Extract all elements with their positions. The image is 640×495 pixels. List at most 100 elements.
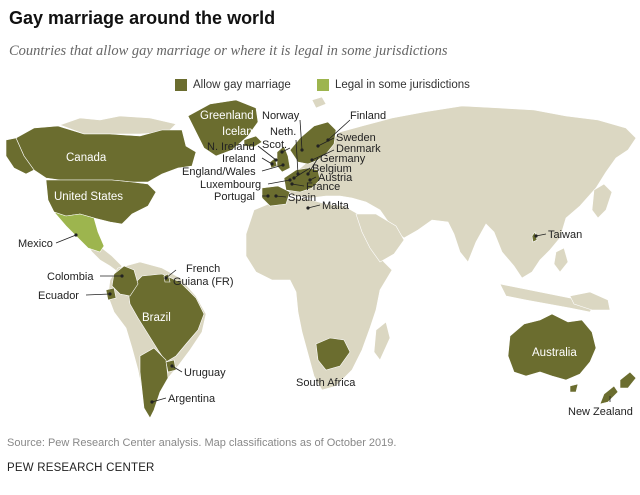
dot-norway	[300, 148, 304, 152]
dot-netherlands	[296, 172, 300, 176]
region-scandinavia	[289, 121, 337, 165]
label-spain: Spain	[288, 192, 316, 204]
leader-argentina	[151, 397, 167, 403]
land-new-guinea	[569, 291, 611, 311]
legend-label-partial: Legal in some jurisdictions	[335, 79, 470, 91]
label-mexico: Mexico	[18, 238, 53, 250]
dot-mexico	[74, 233, 78, 237]
region-new-zealand-south	[599, 385, 619, 405]
leader-france	[291, 183, 305, 187]
label-norway: Norway	[262, 110, 300, 122]
leader-netherlands	[295, 139, 299, 175]
label-finland: Finland	[350, 110, 386, 122]
dot-england	[281, 163, 285, 167]
countries-allow	[5, 99, 637, 419]
leader-finland	[327, 119, 351, 141]
label-france: France	[306, 181, 340, 193]
label-malta: Malta	[322, 200, 350, 212]
leader-uruguay	[171, 365, 183, 373]
legend-label-allow: Allow gay marriage	[193, 79, 291, 91]
region-canada	[15, 125, 197, 183]
region-new-zealand-north	[619, 371, 637, 389]
region-taiwan	[531, 231, 538, 243]
region-south-africa	[315, 337, 351, 371]
leader-spain	[275, 195, 287, 198]
dot-scotland	[280, 150, 284, 154]
dot-france	[290, 182, 294, 186]
leader-malta	[307, 204, 321, 209]
land-madagascar	[373, 321, 391, 361]
label-united-states: United States	[54, 191, 123, 203]
label-belgium: Belgium	[312, 163, 352, 175]
label-austria: Austria	[318, 172, 353, 184]
dot-belgium	[292, 176, 296, 180]
region-argentina	[139, 347, 169, 419]
dot-portugal	[266, 194, 270, 198]
label-australia: Australia	[532, 347, 577, 359]
leader-ireland	[261, 157, 273, 165]
label-argentina: Argentina	[168, 393, 216, 405]
land-africa	[245, 197, 393, 391]
label-luxembourg: Luxembourg	[200, 179, 261, 191]
label-french-guiana-1: French	[186, 263, 220, 275]
dot-uruguay	[170, 364, 174, 368]
dot-germany	[306, 172, 310, 176]
countries-partial	[53, 211, 105, 253]
region-iceland	[243, 135, 263, 148]
label-french-guiana-2: Guiana (FR)	[173, 276, 234, 288]
dot-ireland	[270, 162, 274, 166]
legend-item-allow: Allow gay marriage	[175, 78, 291, 92]
label-sweden: Sweden	[336, 132, 376, 144]
dot-argentina	[150, 400, 154, 404]
dot-taiwan	[534, 234, 538, 238]
label-denmark: Denmark	[336, 143, 381, 155]
dot-spain	[274, 194, 278, 198]
label-ireland: Ireland	[222, 153, 256, 165]
land-japan	[591, 183, 613, 219]
credit-line: PEW RESEARCH CENTER	[7, 462, 155, 474]
leader-germany	[307, 157, 319, 175]
region-mexico	[53, 211, 105, 253]
label-taiwan: Taiwan	[548, 229, 582, 241]
label-new-zealand: New Zealand	[568, 406, 633, 418]
dot-n-ireland	[274, 158, 278, 162]
leader-england	[261, 164, 284, 172]
region-greenland	[187, 99, 259, 157]
region-australia	[507, 313, 597, 381]
leader-n-ireland	[257, 145, 277, 161]
leader-norway	[299, 119, 303, 151]
leader-taiwan	[535, 233, 547, 237]
label-ecuador: Ecuador	[38, 290, 79, 302]
dot-colombia	[120, 274, 124, 278]
label-uruguay: Uruguay	[184, 367, 226, 379]
figure-subtitle: Countries that allow gay marriage or whe…	[9, 43, 448, 59]
dot-sweden	[316, 144, 320, 148]
label-canada: Canada	[66, 152, 107, 164]
figure-title: Gay marriage around the world	[9, 8, 276, 28]
land-philippines	[553, 247, 569, 273]
leader-luxembourg	[267, 179, 291, 185]
label-netherlands: Neth.	[270, 126, 296, 138]
land-svalbard	[311, 96, 327, 109]
label-n-ireland: N. Ireland	[207, 141, 255, 153]
leader-french-guiana	[165, 269, 177, 279]
label-colombia: Colombia	[47, 271, 94, 283]
label-scotland: Scot.	[262, 139, 287, 151]
leader-sweden	[317, 137, 335, 147]
region-alaska	[5, 137, 35, 175]
legend-swatch-partial	[317, 79, 329, 91]
region-colombia	[111, 265, 139, 297]
label-germany: Germany	[320, 153, 366, 165]
leader-denmark	[311, 149, 335, 161]
dot-austria	[308, 178, 312, 182]
dot-french-guiana	[164, 276, 168, 280]
label-greenland: Greenland	[200, 110, 254, 122]
leader-mexico	[55, 234, 77, 244]
label-iceland: Iceland	[222, 126, 259, 138]
legend-item-partial: Legal in some jurisdictions	[317, 78, 470, 92]
label-portugal: Portugal	[214, 191, 255, 203]
dot-ecuador	[108, 292, 112, 296]
dot-luxembourg	[288, 178, 292, 182]
